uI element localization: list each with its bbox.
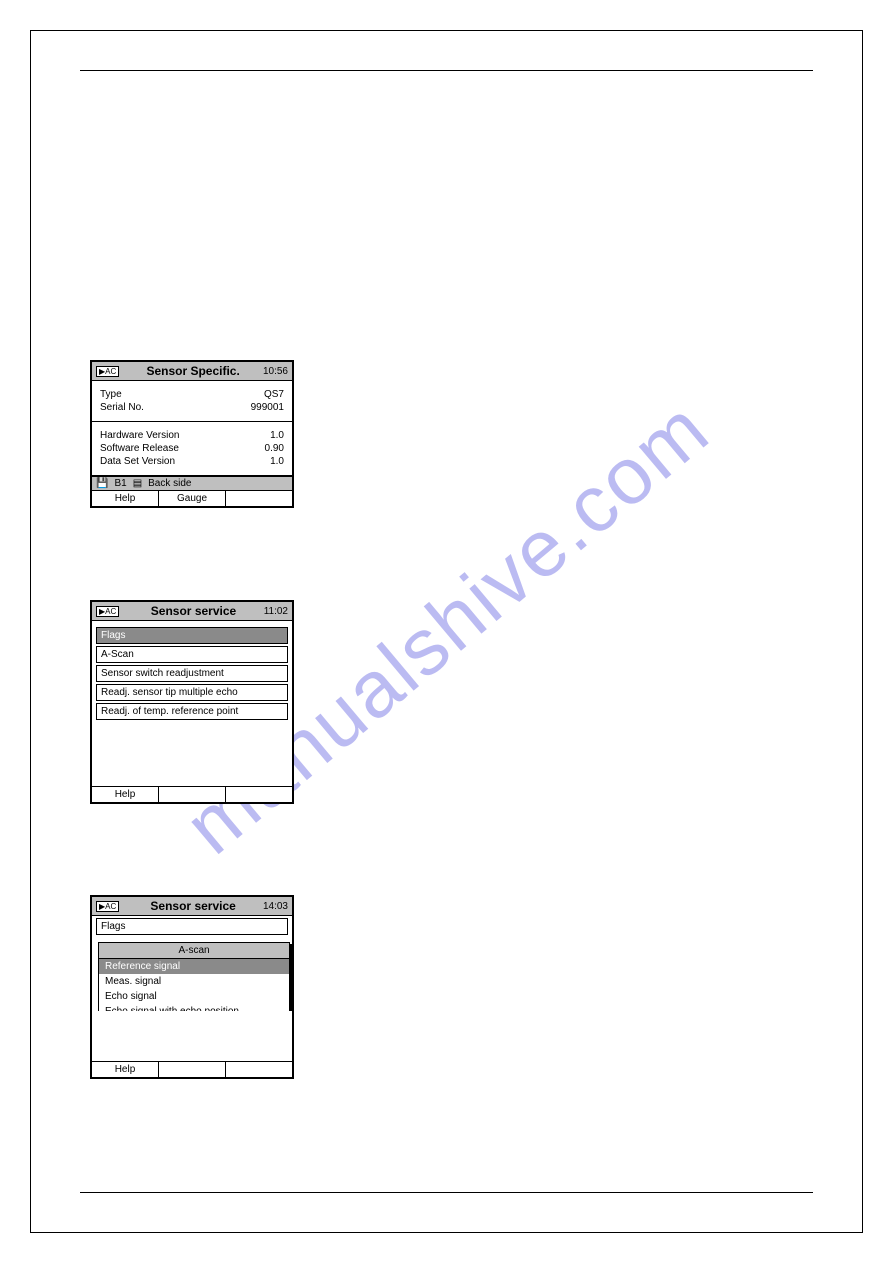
bg-item-flags: Flags [96, 918, 288, 935]
menu-list: Flags A-Scan Sensor switch readjustment … [92, 621, 292, 726]
value: 1.0 [270, 456, 284, 467]
ac-label: AC [105, 902, 116, 911]
value: QS7 [264, 389, 284, 400]
time-text: 14:03 [263, 901, 288, 912]
item-flags[interactable]: Flags [96, 627, 288, 644]
status-left: B1 [114, 478, 126, 489]
popup-item-meas-signal[interactable]: Meas. signal [99, 974, 289, 989]
button-row: Help [92, 1061, 292, 1077]
ac-icon: ▶AC [96, 366, 119, 377]
status-bar: 💾 B1 ▤ Back side [92, 476, 292, 490]
background-list: Flags A-scan Reference signal Meas. sign… [92, 916, 292, 1011]
popup-title: A-scan [99, 943, 289, 959]
row-type: Type QS7 [100, 389, 284, 400]
button-row: Help Gauge [92, 490, 292, 506]
empty-button[interactable] [226, 491, 292, 506]
title-text: Sensor Specific. [123, 364, 263, 378]
ac-label: AC [105, 367, 116, 376]
title-text: Sensor service [123, 604, 263, 618]
title-text: Sensor service [123, 899, 263, 913]
empty-button-1[interactable] [159, 1062, 226, 1077]
popup-item-reference-signal[interactable]: Reference signal [99, 959, 289, 974]
button-row: Help [92, 786, 292, 802]
screen-sensor-service-popup: ▶AC Sensor service 14:03 Flags A-scan Re… [90, 895, 294, 1079]
item-a-scan[interactable]: A-Scan [96, 646, 288, 663]
ac-icon: ▶AC [96, 606, 119, 617]
label: Data Set Version [100, 456, 175, 467]
help-button[interactable]: Help [92, 491, 159, 506]
bottom-rule [80, 1192, 813, 1193]
gauge-button[interactable]: Gauge [159, 491, 226, 506]
help-button[interactable]: Help [92, 787, 159, 802]
label: Software Release [100, 443, 179, 454]
item-readj-temp[interactable]: Readj. of temp. reference point [96, 703, 288, 720]
time-text: 10:56 [263, 366, 288, 377]
row-sw: Software Release 0.90 [100, 443, 284, 454]
row-serial: Serial No. 999001 [100, 402, 284, 413]
popup-item-echo-signal[interactable]: Echo signal [99, 989, 289, 1004]
empty-button-2[interactable] [226, 787, 292, 802]
value: 1.0 [270, 430, 284, 441]
info-block-b: Hardware Version 1.0 Software Release 0.… [92, 422, 292, 476]
item-readj-tip[interactable]: Readj. sensor tip multiple echo [96, 684, 288, 701]
title-bar: ▶AC Sensor Specific. 10:56 [92, 362, 292, 381]
ac-label: AC [105, 607, 116, 616]
value: 0.90 [265, 443, 284, 454]
help-button[interactable]: Help [92, 1062, 159, 1077]
popup-item-echo-signal-pos[interactable]: Echo signal with echo position [99, 1004, 289, 1011]
save-icon: 💾 [96, 478, 108, 489]
a-scan-popup: A-scan Reference signal Meas. signal Ech… [98, 942, 290, 1011]
title-bar: ▶AC Sensor service 14:03 [92, 897, 292, 916]
top-rule [80, 70, 813, 71]
item-sensor-switch[interactable]: Sensor switch readjustment [96, 665, 288, 682]
info-block-a: Type QS7 Serial No. 999001 [92, 381, 292, 422]
time-text: 11:02 [264, 606, 288, 617]
title-bar: ▶AC Sensor service 11:02 [92, 602, 292, 621]
label: Type [100, 389, 122, 400]
empty-button-2[interactable] [226, 1062, 292, 1077]
row-hw: Hardware Version 1.0 [100, 430, 284, 441]
ac-icon: ▶AC [96, 901, 119, 912]
page-icon: ▤ [133, 478, 142, 489]
row-dsv: Data Set Version 1.0 [100, 456, 284, 467]
status-right: Back side [148, 478, 191, 489]
spacer [92, 726, 292, 786]
screen-sensor-service-list: ▶AC Sensor service 11:02 Flags A-Scan Se… [90, 600, 294, 804]
value: 999001 [251, 402, 284, 413]
label: Serial No. [100, 402, 144, 413]
screen-sensor-specific: ▶AC Sensor Specific. 10:56 Type QS7 Seri… [90, 360, 294, 508]
label: Hardware Version [100, 430, 179, 441]
popup-overflow-spacer [92, 1011, 292, 1061]
empty-button-1[interactable] [159, 787, 226, 802]
